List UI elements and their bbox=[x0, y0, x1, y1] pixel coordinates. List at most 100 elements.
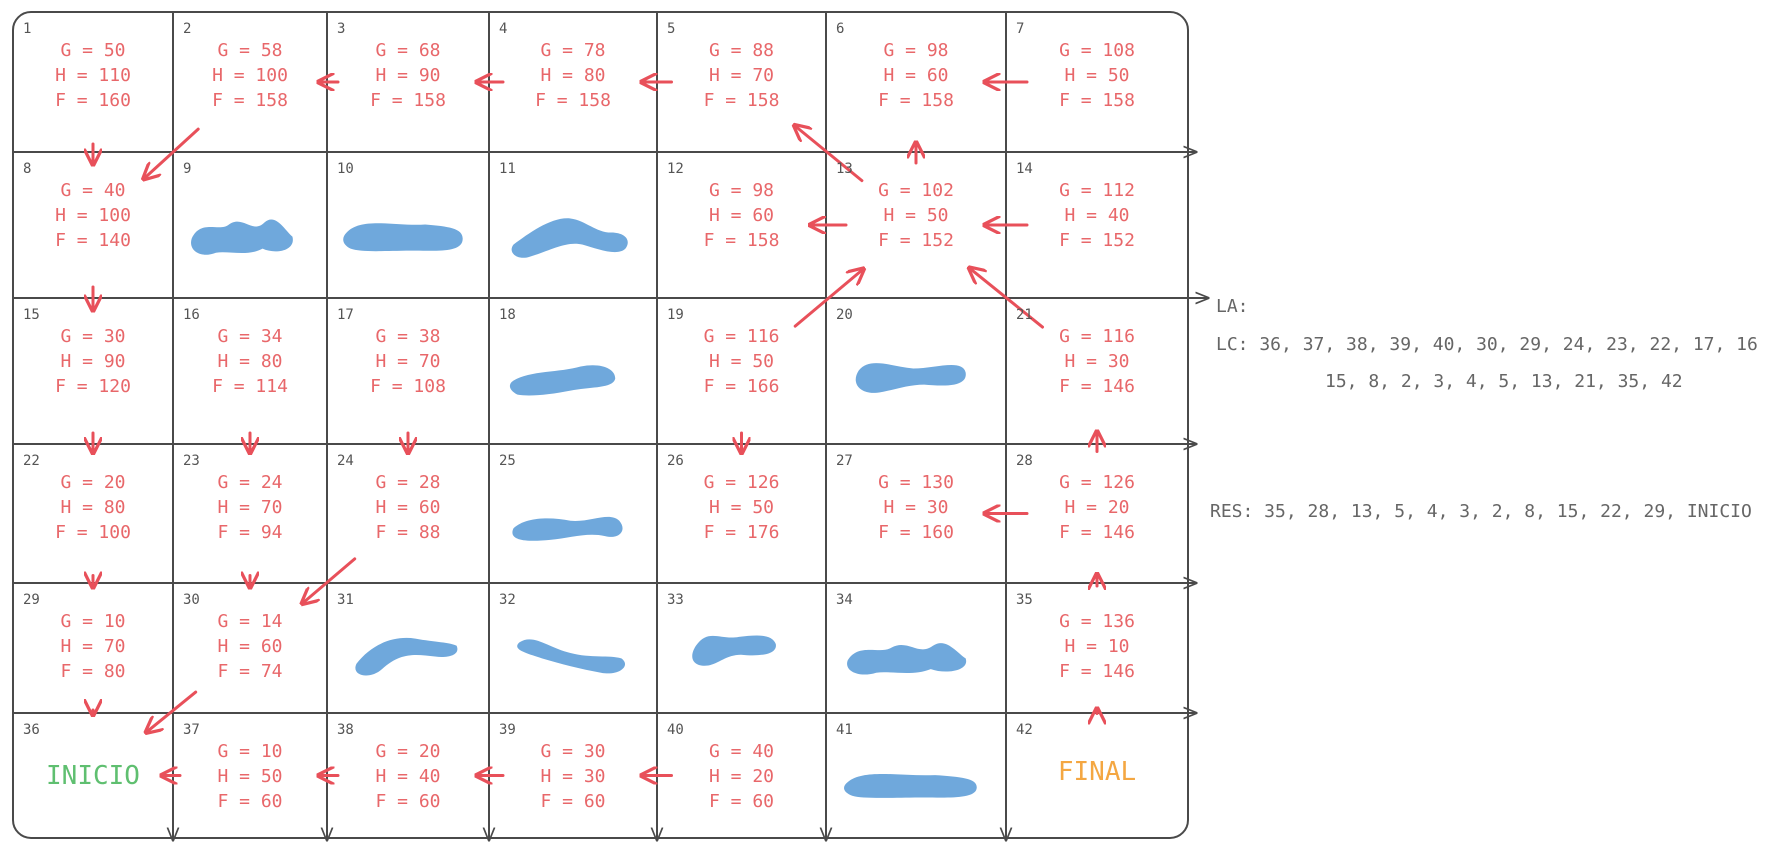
cell-f-value: F = 80 bbox=[60, 661, 126, 682]
cell-number: 36 bbox=[23, 722, 40, 738]
grid-cell-34: 34 bbox=[826, 583, 1006, 713]
grid-cell-12: 12 G = 98 H = 60 F = 158 bbox=[657, 152, 826, 298]
cell-h-value: H = 60 bbox=[375, 497, 441, 518]
res-line: RES: 35, 28, 13, 5, 4, 3, 2, 8, 15, 22, … bbox=[1210, 501, 1752, 522]
cell-number: 11 bbox=[499, 161, 516, 177]
cell-f-value: F = 120 bbox=[55, 376, 131, 397]
grid-cell-24: 24 G = 28 H = 60 F = 88 bbox=[327, 444, 489, 583]
start-label: INICIO bbox=[46, 761, 140, 791]
grid-cell-2: 2 G = 58 H = 100 F = 158 bbox=[173, 12, 327, 152]
parent-arrow-2-to-8 bbox=[145, 127, 200, 178]
cell-h-value: H = 30 bbox=[883, 497, 949, 518]
wall-blob-33 bbox=[692, 635, 776, 666]
cell-h-value: H = 90 bbox=[60, 351, 126, 372]
grid-cell-27: 27 G = 130 H = 30 F = 160 bbox=[826, 444, 1006, 583]
grid-cell-9: 9 bbox=[173, 152, 327, 298]
cell-number: 7 bbox=[1016, 21, 1025, 37]
cell-g-value: G = 102 bbox=[878, 180, 954, 201]
cell-f-value: F = 60 bbox=[217, 791, 283, 812]
cell-number: 25 bbox=[499, 453, 516, 469]
cell-h-value: H = 20 bbox=[708, 766, 775, 787]
lc-line-1: LC: 36, 37, 38, 39, 40, 30, 29, 24, 23, … bbox=[1216, 334, 1758, 355]
cell-number: 14 bbox=[1016, 161, 1033, 177]
cell-f-value: F = 158 bbox=[212, 90, 288, 111]
cell-g-value: G = 108 bbox=[1059, 40, 1135, 61]
cell-number: 18 bbox=[499, 307, 516, 323]
grid-cell-8: 8 G = 40 H = 100 F = 140 bbox=[13, 152, 173, 298]
grid-cell-29: 29 G = 10 H = 70 F = 80 bbox=[13, 583, 173, 713]
cell-f-value: F = 158 bbox=[1059, 90, 1135, 111]
grid-cell-40: 40 G = 40 H = 20 F = 60 bbox=[657, 713, 826, 838]
grid-cell-35: 35 G = 136 H = 10 F = 146 bbox=[1006, 583, 1188, 713]
cell-h-value: H = 80 bbox=[540, 65, 606, 86]
grid-cell-39: 39 G = 30 H = 30 F = 60 bbox=[489, 713, 657, 838]
cell-f-value: F = 114 bbox=[212, 376, 288, 397]
cell-g-value: G = 112 bbox=[1059, 180, 1135, 201]
cell-number: 22 bbox=[23, 453, 40, 469]
cell-number: 41 bbox=[836, 722, 853, 738]
cell-g-value: G = 10 bbox=[217, 741, 283, 762]
cell-g-value: G = 126 bbox=[1059, 472, 1135, 493]
cell-h-value: H = 50 bbox=[708, 497, 775, 518]
parent-arrow-30-to-36 bbox=[147, 690, 198, 731]
cell-number: 3 bbox=[337, 21, 346, 37]
grid-cell-37: 37 G = 10 H = 50 F = 60 bbox=[173, 713, 327, 838]
cell-f-value: F = 158 bbox=[703, 230, 780, 251]
cell-number: 39 bbox=[499, 722, 516, 738]
grid-cell-16: 16 G = 34 H = 80 F = 114 bbox=[173, 298, 327, 444]
cell-h-value: H = 40 bbox=[375, 766, 441, 787]
cell-number: 20 bbox=[836, 307, 853, 323]
cell-number: 26 bbox=[667, 453, 684, 469]
cell-g-value: G = 34 bbox=[217, 326, 283, 347]
grid-cell-10: 10 bbox=[327, 152, 489, 298]
cell-number: 24 bbox=[337, 453, 354, 469]
cell-g-value: G = 98 bbox=[883, 40, 949, 61]
cell-number: 6 bbox=[836, 21, 845, 37]
cell-h-value: H = 110 bbox=[55, 65, 131, 86]
cell-number: 33 bbox=[667, 592, 684, 608]
cell-h-value: H = 10 bbox=[1064, 636, 1130, 657]
cell-h-value: H = 30 bbox=[540, 766, 606, 787]
cell-number: 42 bbox=[1016, 722, 1033, 738]
cell-g-value: G = 50 bbox=[60, 40, 126, 61]
grid-cell-26: 26 G = 126 H = 50 F = 176 bbox=[657, 444, 826, 583]
cell-g-value: G = 98 bbox=[708, 180, 775, 201]
cell-number: 2 bbox=[183, 21, 192, 37]
grid-cell-36: 36 INICIO bbox=[13, 713, 173, 838]
cell-g-value: G = 14 bbox=[217, 611, 283, 632]
cell-f-value: F = 160 bbox=[55, 90, 131, 111]
cell-f-value: F = 152 bbox=[1059, 230, 1135, 251]
grid-cell-22: 22 G = 20 H = 80 F = 100 bbox=[13, 444, 173, 583]
cell-f-value: F = 146 bbox=[1059, 376, 1135, 397]
cell-h-value: H = 80 bbox=[60, 497, 126, 518]
cell-g-value: G = 24 bbox=[217, 472, 283, 493]
cell-number: 37 bbox=[183, 722, 200, 738]
cell-f-value: F = 60 bbox=[708, 791, 775, 812]
cell-h-value: H = 50 bbox=[217, 766, 283, 787]
cell-number: 17 bbox=[337, 307, 354, 323]
goal-label: FINAL bbox=[1057, 757, 1137, 787]
cell-g-value: G = 38 bbox=[375, 326, 441, 347]
cell-number: 23 bbox=[183, 453, 200, 469]
cell-h-value: H = 40 bbox=[1064, 205, 1130, 226]
cell-number: 35 bbox=[1016, 592, 1033, 608]
grid-cell-42: 42 FINAL bbox=[1006, 713, 1188, 838]
wall-blob-25 bbox=[512, 516, 623, 541]
cell-g-value: G = 136 bbox=[1059, 611, 1135, 632]
cell-number: 5 bbox=[667, 21, 676, 37]
cell-f-value: F = 158 bbox=[878, 90, 954, 111]
cell-number: 8 bbox=[23, 161, 32, 177]
cell-number: 38 bbox=[337, 722, 354, 738]
parent-arrow-21-to-13 bbox=[971, 269, 1044, 329]
cell-number: 34 bbox=[836, 592, 853, 608]
cell-number: 16 bbox=[183, 307, 200, 323]
cell-h-value: H = 30 bbox=[1064, 351, 1130, 372]
cell-f-value: F = 140 bbox=[55, 230, 131, 251]
wall-blob-32 bbox=[517, 639, 626, 674]
grid-cell-18: 18 bbox=[489, 298, 657, 444]
cell-number: 1 bbox=[23, 21, 32, 37]
cell-f-value: F = 176 bbox=[703, 522, 780, 543]
grid-cell-20: 20 bbox=[826, 298, 1006, 444]
cell-number: 30 bbox=[183, 592, 200, 608]
cell-number: 9 bbox=[183, 161, 192, 177]
